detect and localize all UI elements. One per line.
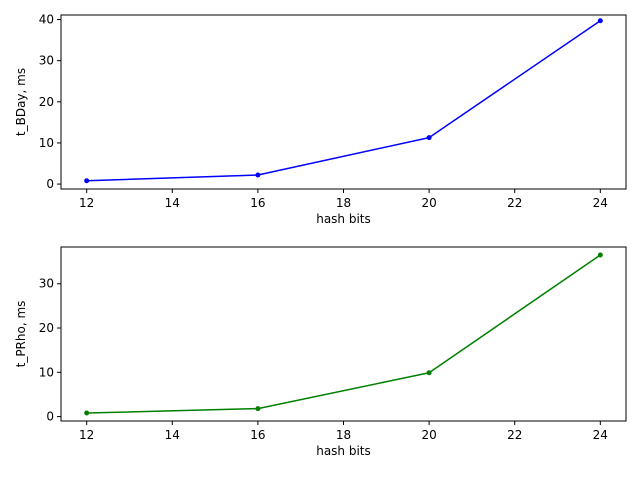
x-tick-label: 14 — [165, 428, 180, 442]
x-tick-label: 14 — [165, 196, 180, 210]
data-point — [255, 172, 261, 178]
data-point — [84, 410, 90, 416]
x-tick-label: 22 — [507, 428, 522, 442]
series-line — [86, 254, 601, 414]
data-point — [84, 178, 90, 184]
y-axis-label: t_PRho, ms — [14, 301, 28, 368]
y-tick-label: 10 — [39, 365, 54, 379]
y-tick-label: 0 — [46, 410, 54, 424]
x-axis-label: hash bits — [316, 444, 371, 458]
x-tick-label: 16 — [250, 196, 265, 210]
data-point — [255, 406, 261, 412]
y-tick-label: 20 — [39, 321, 54, 335]
x-tick-label: 24 — [593, 428, 608, 442]
x-tick-label: 20 — [421, 428, 436, 442]
chart-2: 12 14 16 18 20 22 24 0 10 20 30 hash bits t_PRho, ms — [14, 246, 627, 458]
y-tick-label: 40 — [39, 13, 54, 27]
x-axis-label: hash bits — [316, 212, 371, 226]
y-tick-label: 10 — [39, 136, 54, 150]
chart-1: 12 14 16 18 20 22 24 0 10 20 30 40 hash bits t_BDay, … — [14, 13, 627, 226]
series-line — [86, 20, 601, 182]
y-axis-label: t_BDay, ms — [14, 68, 28, 136]
x-tick-label: 12 — [79, 428, 94, 442]
x-tick-label: 12 — [79, 196, 94, 210]
x-tick-label: 16 — [250, 428, 265, 442]
data-point — [426, 135, 432, 141]
y-tick-label: 0 — [46, 177, 54, 191]
x-tick-label: 24 — [593, 196, 608, 210]
x-tick-label: 18 — [336, 428, 351, 442]
x-tick-label: 22 — [507, 196, 522, 210]
x-tick-label: 20 — [421, 196, 436, 210]
x-tick-label: 18 — [336, 196, 351, 210]
y-tick-label: 30 — [39, 277, 54, 291]
data-point — [426, 370, 432, 376]
data-point — [597, 18, 603, 24]
y-tick-label: 30 — [39, 54, 54, 68]
data-point — [597, 252, 603, 258]
y-tick-label: 20 — [39, 95, 54, 109]
